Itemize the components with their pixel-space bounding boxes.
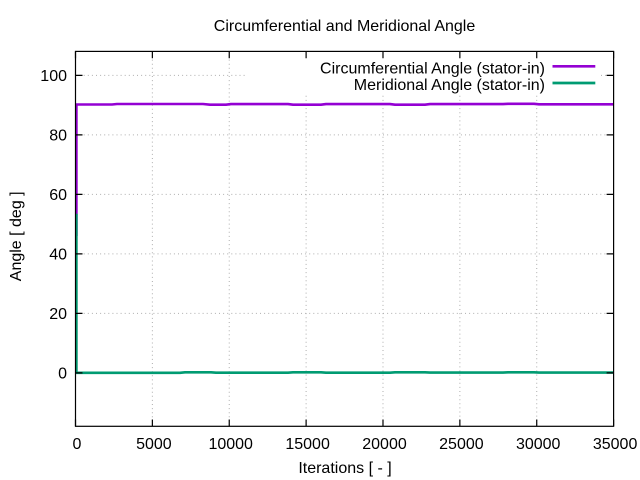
svg-text:Circumferential and Meridional: Circumferential and Meridional Angle xyxy=(214,18,476,35)
svg-text:Angle [ deg ]: Angle [ deg ] xyxy=(8,191,25,281)
svg-text:80: 80 xyxy=(49,128,67,145)
svg-text:0: 0 xyxy=(73,436,82,453)
svg-text:Circumferential Angle (stator-: Circumferential Angle (stator-in) xyxy=(320,60,545,77)
svg-text:20: 20 xyxy=(49,306,67,323)
svg-text:40: 40 xyxy=(49,247,67,264)
svg-text:25000: 25000 xyxy=(439,436,484,453)
svg-text:5000: 5000 xyxy=(136,436,172,453)
svg-text:60: 60 xyxy=(49,187,67,204)
svg-text:15000: 15000 xyxy=(285,436,330,453)
svg-text:10000: 10000 xyxy=(208,436,253,453)
svg-text:Iterations [ - ]: Iterations [ - ] xyxy=(298,460,391,477)
svg-text:Meridional Angle (stator-in): Meridional Angle (stator-in) xyxy=(354,77,545,94)
svg-text:20000: 20000 xyxy=(362,436,407,453)
svg-text:100: 100 xyxy=(40,68,67,85)
svg-text:0: 0 xyxy=(58,366,67,383)
svg-text:35000: 35000 xyxy=(593,436,638,453)
svg-text:30000: 30000 xyxy=(516,436,561,453)
